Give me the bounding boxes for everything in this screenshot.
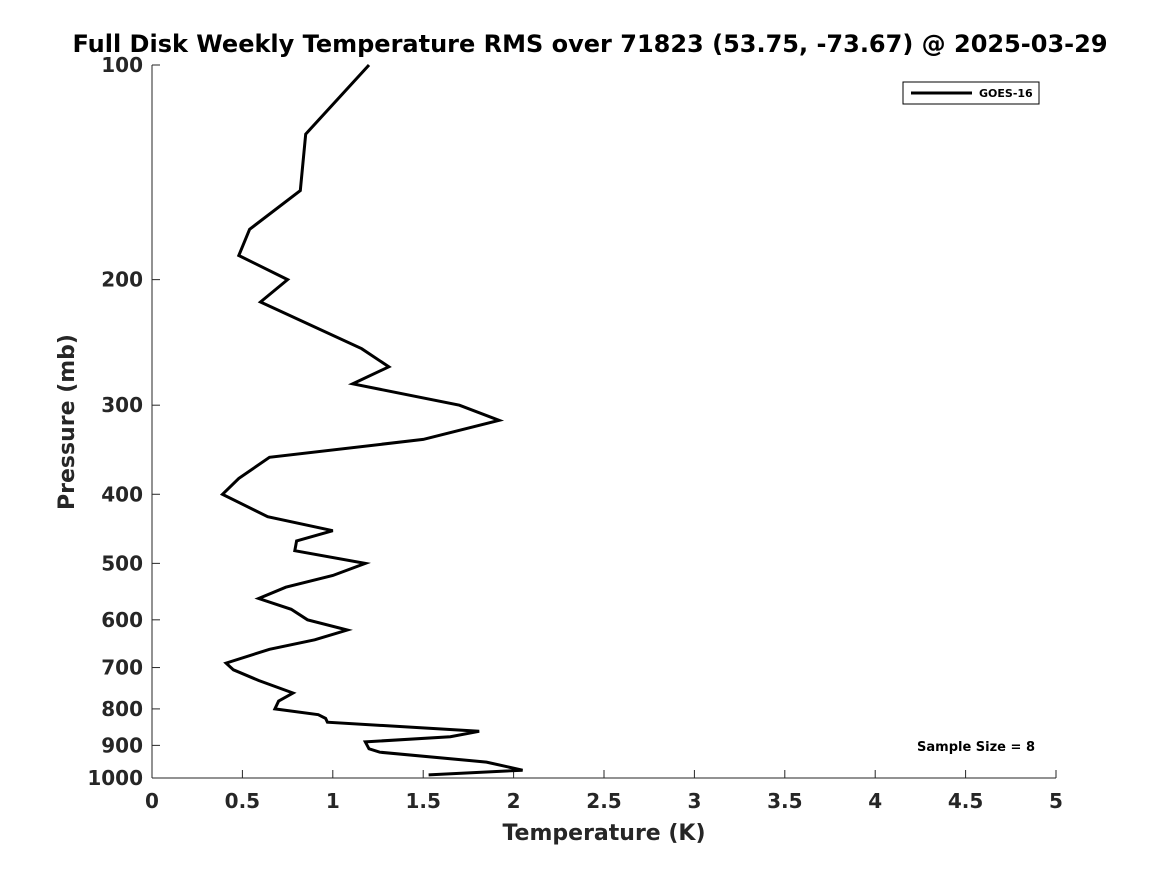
x-tick-label: 5 <box>1049 789 1063 813</box>
y-tick-label: 100 <box>101 53 143 77</box>
legend-label-goes-16: GOES-16 <box>979 87 1033 100</box>
x-tick-label: 2.5 <box>586 789 621 813</box>
series-line-goes-16 <box>219 63 523 777</box>
x-tick-label: 4 <box>868 789 882 813</box>
x-tick-label: 3 <box>687 789 701 813</box>
y-ticks: 100 200 300 400 500 600 700 800 900 1000 <box>87 53 160 790</box>
x-tick-label: 1.5 <box>405 789 440 813</box>
y-tick-label: 200 <box>101 268 143 292</box>
x-tick-label: 4.5 <box>948 789 983 813</box>
x-ticks: 0 0.5 1 1.5 2 2.5 3 3.5 4 4.5 5 <box>145 770 1063 813</box>
x-tick-label: 0 <box>145 789 159 813</box>
y-tick-label: 700 <box>101 656 143 680</box>
y-axis-label: Pressure (mb) <box>55 334 80 510</box>
sample-size-annotation: Sample Size = 8 <box>917 740 1035 755</box>
y-tick-label: 500 <box>101 551 143 575</box>
y-tick-label: 400 <box>101 482 143 506</box>
y-tick-label: 800 <box>101 697 143 721</box>
x-axis-label: Temperature (K) <box>502 821 705 846</box>
y-tick-label: 900 <box>101 733 143 757</box>
y-tick-label: 1000 <box>87 766 143 790</box>
plot-area <box>152 65 1056 778</box>
series-layer <box>219 63 523 777</box>
x-tick-label: 0.5 <box>225 789 260 813</box>
y-tick-label: 600 <box>101 608 143 632</box>
x-tick-label: 3.5 <box>767 789 802 813</box>
y-tick-label: 300 <box>101 393 143 417</box>
chart-title: Full Disk Weekly Temperature RMS over 71… <box>72 30 1107 58</box>
x-tick-label: 2 <box>507 789 521 813</box>
x-tick-label: 1 <box>326 789 340 813</box>
legend: GOES-16 <box>902 81 1040 105</box>
